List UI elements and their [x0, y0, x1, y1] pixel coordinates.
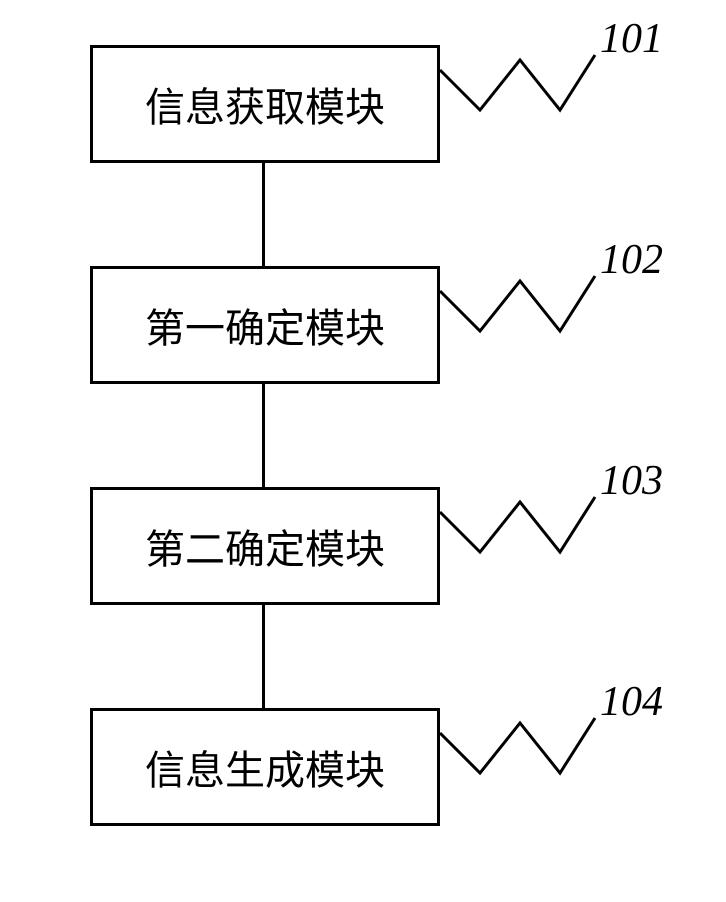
- block-diagram: 信息获取模块 第一确定模块 第二确定模块 信息生成模块 101 102 103 …: [0, 0, 726, 902]
- leader-line-104: [0, 0, 726, 902]
- ref-number-101: 101: [600, 15, 663, 63]
- ref-number-103: 103: [600, 457, 663, 505]
- ref-number-104: 104: [600, 678, 663, 726]
- ref-number-102: 102: [600, 236, 663, 284]
